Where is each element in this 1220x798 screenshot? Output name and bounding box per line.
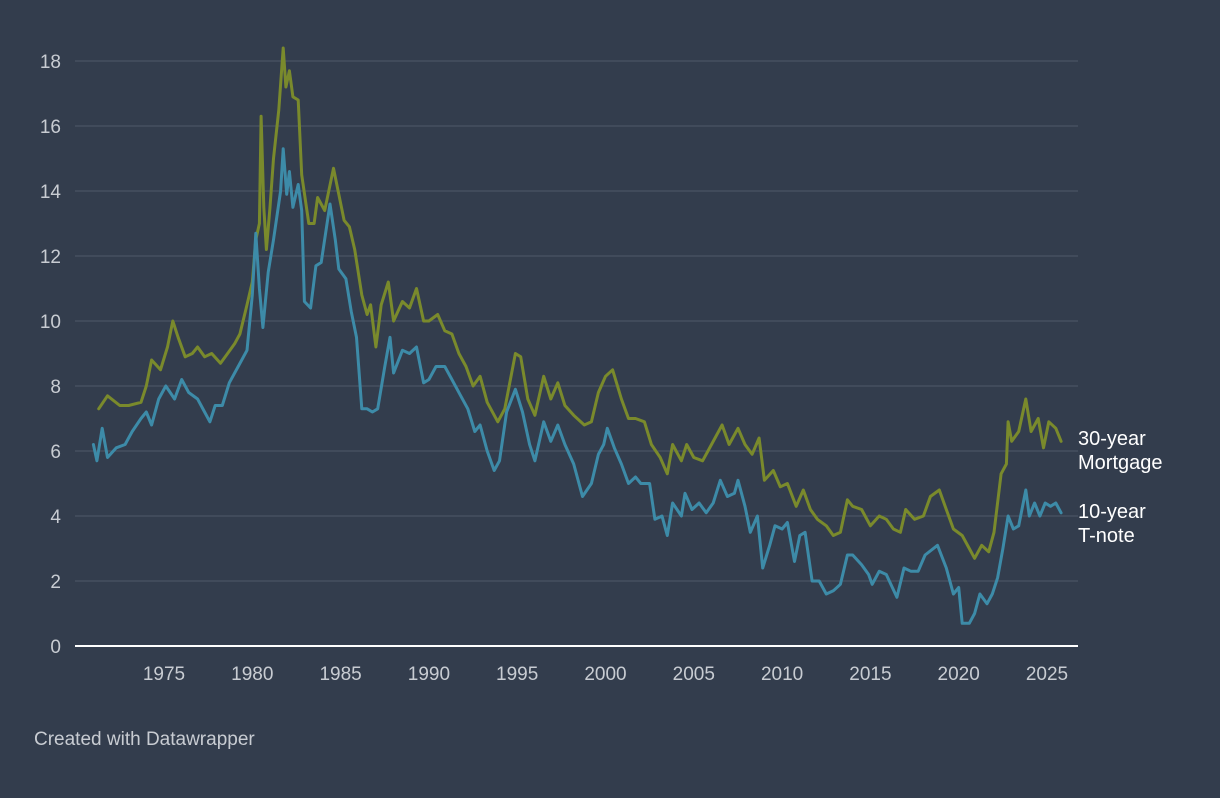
y-axis-ticks: 0 2 4 6 8 10 12 14 16 18: [40, 52, 62, 658]
x-tick-label: 2015: [849, 664, 891, 685]
y-tick-label: 6: [50, 442, 61, 463]
y-tick-label: 0: [50, 637, 61, 658]
y-tick-label: 2: [50, 572, 61, 593]
y-tick-label: 8: [50, 377, 61, 398]
x-tick-label: 1975: [143, 664, 185, 685]
y-tick-label: 12: [40, 247, 61, 268]
x-tick-label: 1985: [319, 664, 361, 685]
series-label-mortgage: 30-year: [1078, 428, 1146, 450]
x-axis-ticks: 1975 1980 1985 1990 1995 2000 2005 2010 2015 2020…: [143, 664, 1068, 685]
x-tick-label: 1990: [408, 664, 450, 685]
y-tick-label: 10: [40, 312, 61, 333]
series-line-t-note: [91, 147, 1063, 625]
x-tick-label: 2010: [761, 664, 803, 685]
x-tick-label: 2000: [584, 664, 626, 685]
x-tick-label: 2020: [938, 664, 980, 685]
series-line-mortgage: [97, 46, 1063, 560]
series-label-t-note: 10-year: [1078, 501, 1146, 523]
series-label-mortgage: Mortgage: [1078, 452, 1163, 474]
credit-text: Created with Datawrapper: [34, 729, 255, 750]
series-label-t-note: T-note: [1078, 525, 1135, 547]
series-lines: [91, 46, 1063, 625]
y-tick-label: 4: [50, 507, 61, 528]
y-tick-label: 16: [40, 117, 61, 138]
x-tick-label: 1995: [496, 664, 538, 685]
x-tick-label: 2005: [673, 664, 715, 685]
x-tick-label: 2025: [1026, 664, 1068, 685]
x-tick-label: 1980: [231, 664, 273, 685]
y-tick-label: 14: [40, 182, 62, 203]
y-tick-label: 18: [40, 52, 61, 73]
